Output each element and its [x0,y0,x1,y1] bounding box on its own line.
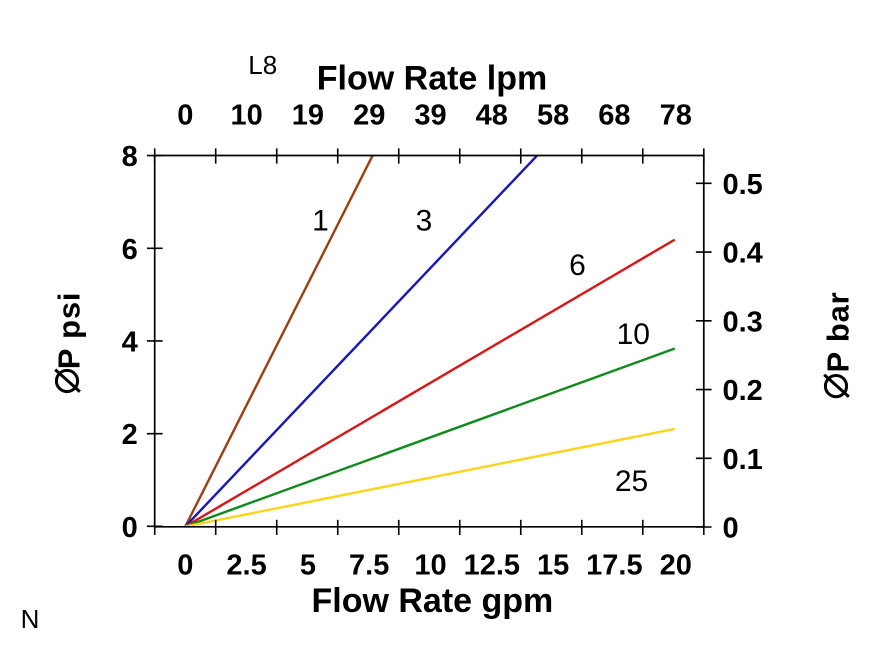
svg-text:0.3: 0.3 [723,306,763,338]
svg-text:P bar: P bar [821,292,856,373]
svg-text:0.1: 0.1 [723,444,763,476]
svg-text:15: 15 [537,549,569,581]
svg-text:29: 29 [353,99,385,131]
svg-text:0: 0 [177,549,193,581]
svg-text:10: 10 [617,318,650,351]
svg-text:0: 0 [177,99,193,131]
svg-text:0.4: 0.4 [723,238,763,270]
svg-text:6: 6 [122,234,138,266]
svg-text:Flow Rate lpm: Flow Rate lpm [317,60,547,98]
svg-text:25: 25 [615,465,648,498]
svg-text:N: N [21,604,40,634]
svg-text:2.5: 2.5 [226,549,266,581]
svg-text:78: 78 [660,99,692,131]
svg-text:3: 3 [416,205,433,238]
svg-text:20: 20 [660,549,692,581]
svg-text:68: 68 [598,99,630,131]
svg-text:4: 4 [122,327,138,359]
svg-text:19: 19 [292,99,324,131]
svg-text:10: 10 [414,549,446,581]
svg-text:12.5: 12.5 [464,549,520,581]
svg-text:0.5: 0.5 [723,169,763,201]
svg-text:8: 8 [122,141,138,173]
svg-text:17.5: 17.5 [586,549,642,581]
svg-text:0: 0 [723,513,739,545]
svg-text:6: 6 [569,249,586,282]
svg-text:P psi: P psi [52,292,87,370]
svg-text:39: 39 [414,99,446,131]
svg-text:Flow Rate gpm: Flow Rate gpm [312,582,554,620]
svg-text:7.5: 7.5 [349,549,389,581]
svg-text:2: 2 [122,419,138,451]
svg-text:L8: L8 [248,50,277,80]
svg-text:58: 58 [537,99,569,131]
svg-text:1: 1 [312,205,329,238]
svg-text:48: 48 [476,99,508,131]
svg-text:0: 0 [122,512,138,544]
svg-text:10: 10 [230,99,262,131]
svg-text:0.2: 0.2 [723,375,763,407]
svg-text:5: 5 [300,549,316,581]
